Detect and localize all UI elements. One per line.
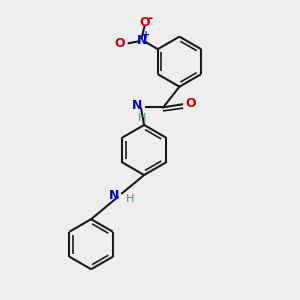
- Text: H: H: [126, 194, 134, 204]
- Text: H: H: [138, 112, 146, 123]
- Text: O: O: [115, 37, 125, 50]
- Text: N: N: [109, 189, 119, 202]
- Text: O: O: [139, 16, 150, 29]
- Text: -: -: [148, 12, 153, 25]
- Text: O: O: [186, 97, 196, 110]
- Text: N: N: [132, 99, 142, 112]
- Text: N: N: [136, 34, 147, 47]
- Text: +: +: [142, 30, 150, 40]
